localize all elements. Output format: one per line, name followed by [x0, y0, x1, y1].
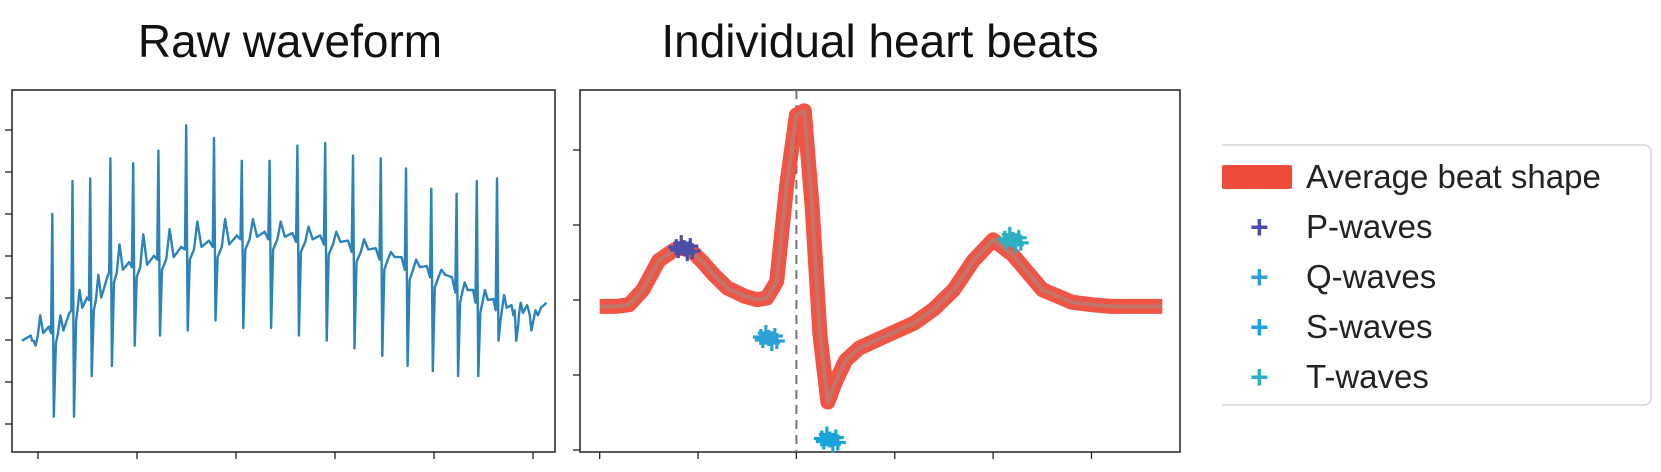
plot-frame [11, 89, 556, 453]
plus-marker-icon: + [1250, 209, 1269, 245]
plus-marker-icon [668, 239, 685, 256]
chart-title-individual-heart-beats: Individual heart beats [661, 15, 1099, 67]
legend-label: T-waves [1306, 358, 1429, 395]
chart-title-raw-waveform: Raw waveform [137, 15, 443, 67]
plot-frame [579, 89, 1181, 453]
average-beat-shape-line [599, 103, 1163, 410]
plus-marker-icon: + [1250, 309, 1269, 345]
plus-marker-icon [768, 332, 785, 349]
plus-marker-icon [754, 331, 771, 348]
raw-waveform-line [21, 124, 548, 418]
plus-marker-icon [829, 434, 846, 451]
heart-beats-plot [573, 89, 1181, 459]
legend-label: S-waves [1306, 308, 1433, 345]
plus-marker-icon [996, 230, 1013, 247]
plus-marker-icon [998, 233, 1015, 250]
plus-marker-icon [670, 242, 687, 259]
legend: Average beat shape + P-waves + Q-waves +… [1222, 144, 1652, 406]
plus-marker-icon: + [1250, 259, 1269, 295]
legend-label: Average beat shape [1306, 158, 1601, 195]
raw-waveform-plot [5, 89, 556, 459]
plus-marker-icon: + [1250, 359, 1269, 395]
plus-marker-icon [813, 430, 830, 447]
plus-marker-icon [815, 433, 832, 450]
legend-label: P-waves [1306, 208, 1433, 245]
legend-patch-average-beat [1222, 165, 1292, 189]
plus-marker-icon [752, 328, 769, 345]
legend-label: Q-waves [1306, 258, 1437, 295]
plus-marker-icon [684, 243, 701, 260]
plus-marker-icon [1012, 234, 1029, 251]
